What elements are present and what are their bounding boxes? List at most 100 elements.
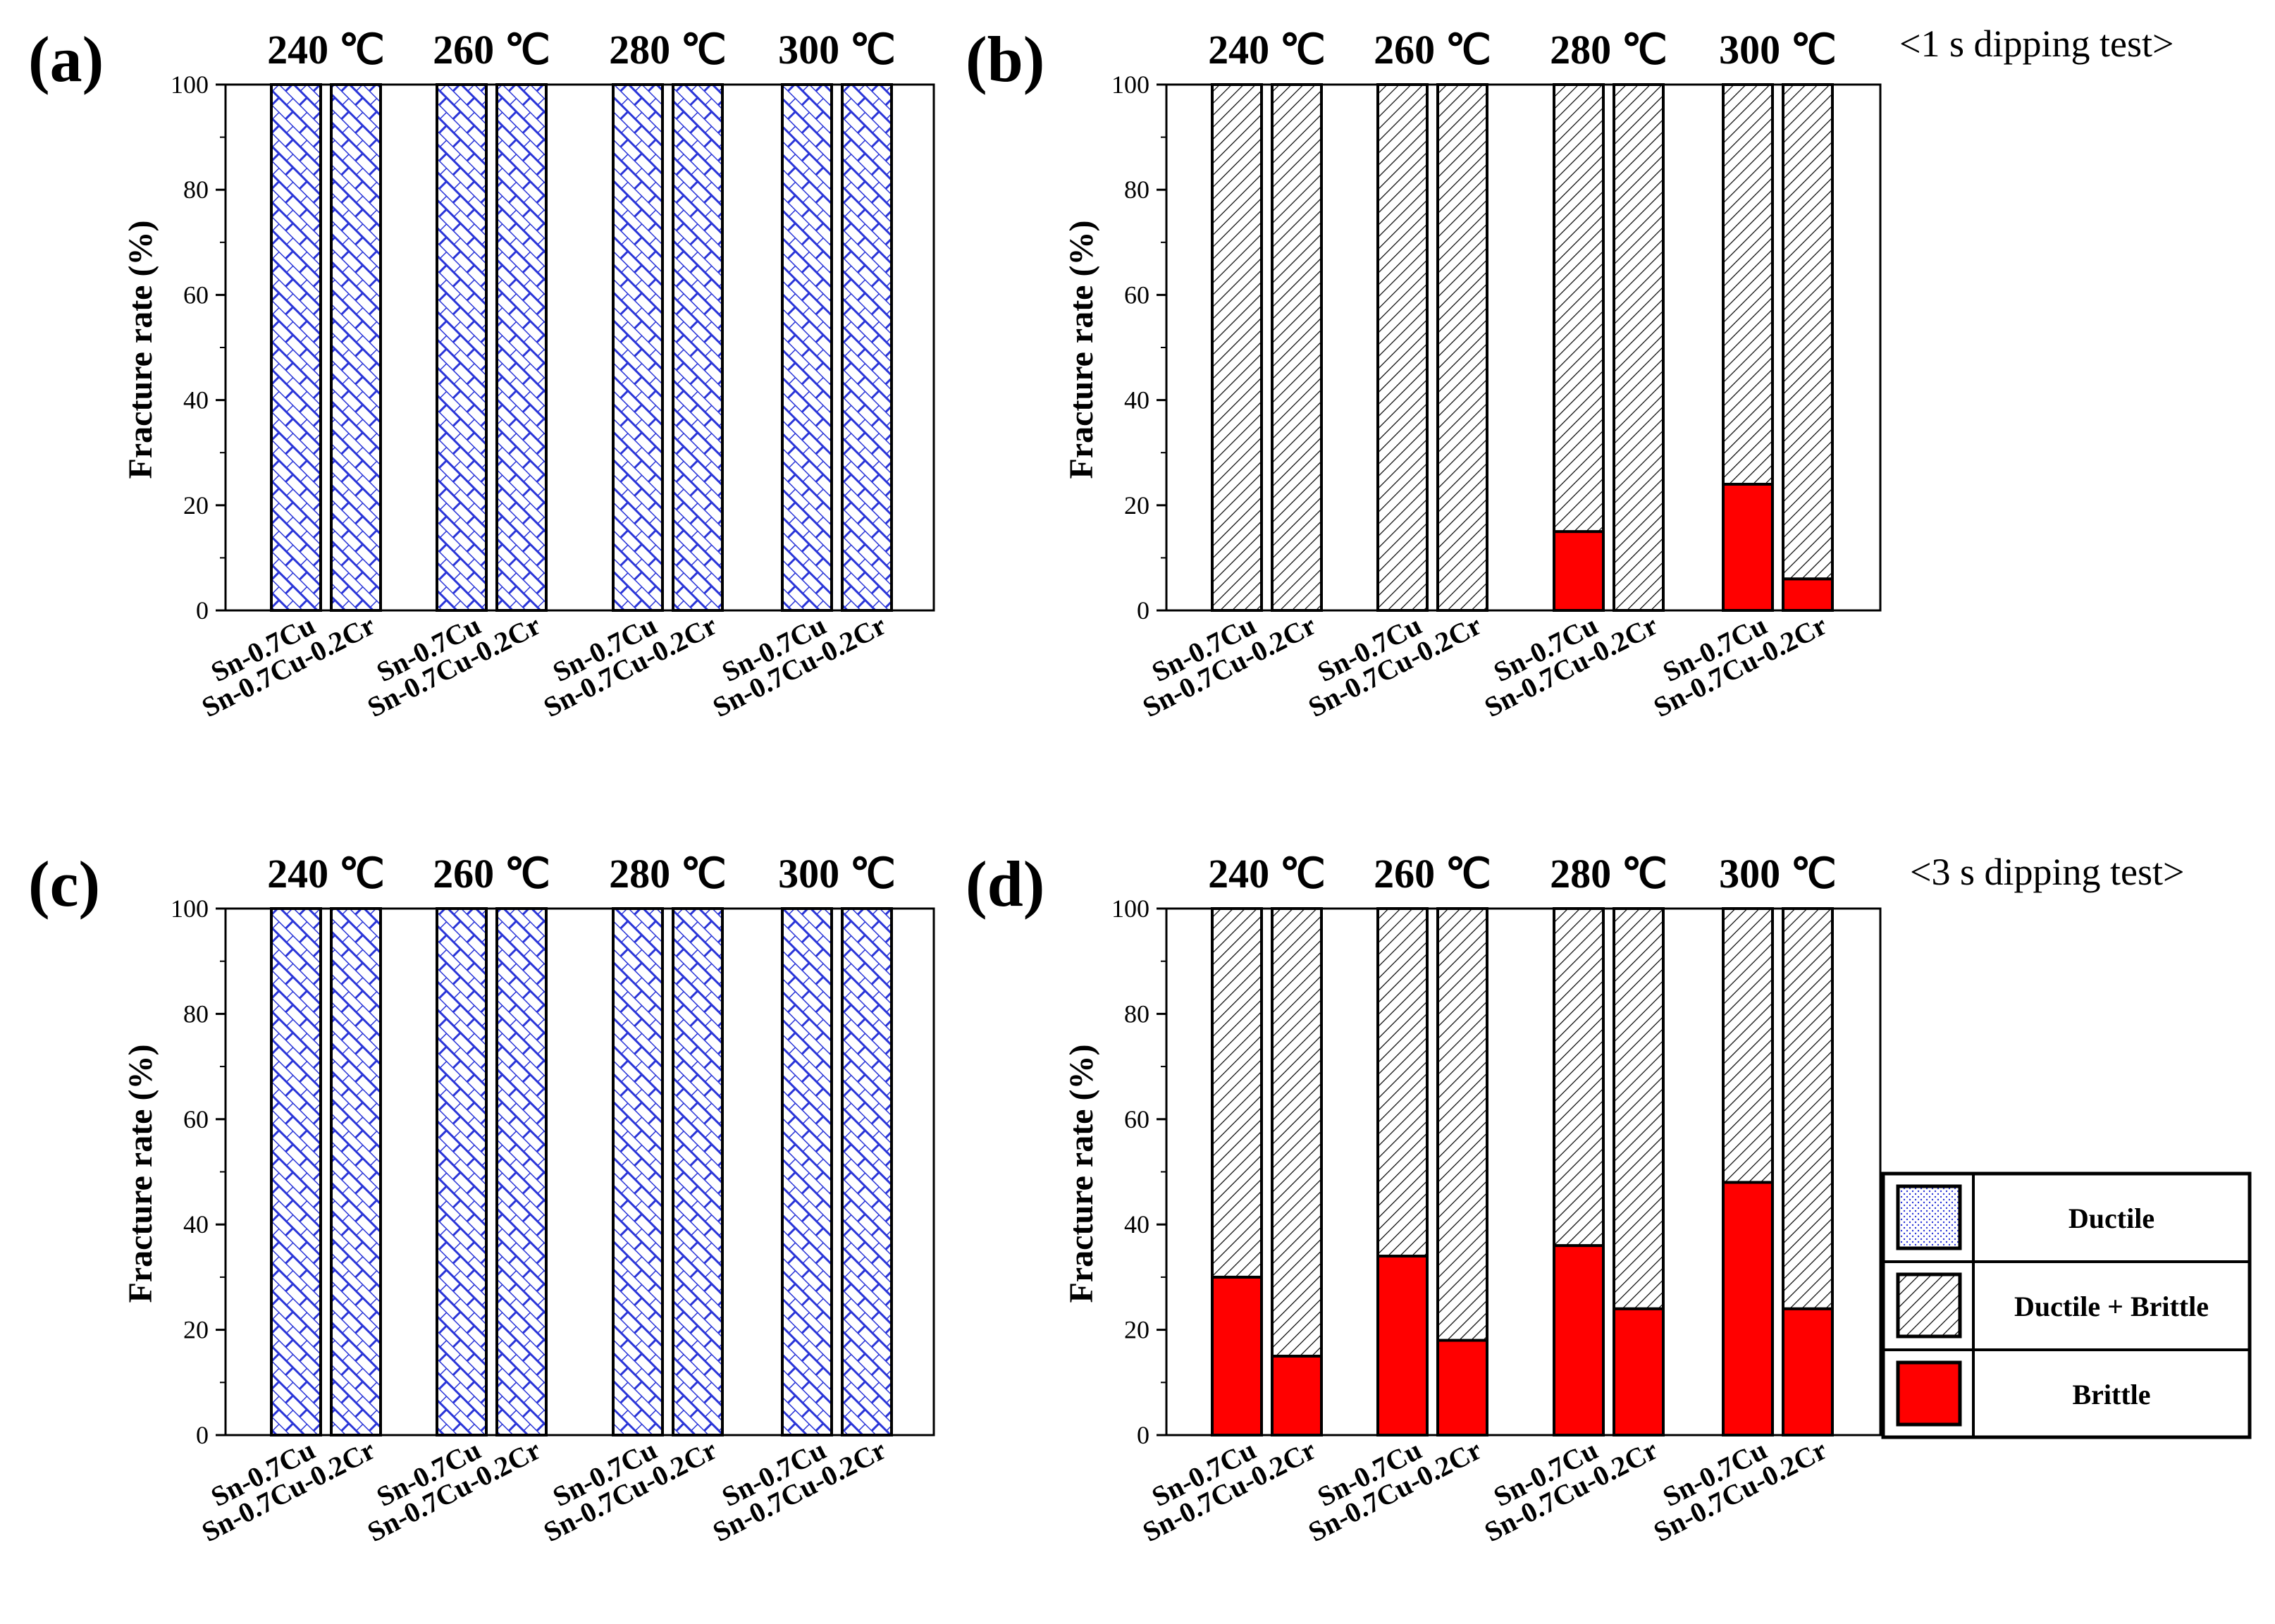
bar-a-ductile-3-1	[841, 83, 893, 612]
y-axis-title-c: Fracture rate (%)	[122, 1045, 159, 1303]
temperature-label-d-1: 260 ℃	[1374, 851, 1491, 897]
y-tick-label-d-0: 0	[1137, 1421, 1149, 1449]
bar-c-ductile-3-0	[781, 907, 833, 1437]
panel-b: (b) Fracture rate (%) <1 s dipping test>…	[966, 23, 2174, 723]
temperature-label-b-1: 260 ℃	[1374, 27, 1491, 73]
y-tick-label-d-80: 80	[1124, 999, 1149, 1028]
temperature-label-a-0: 240 ℃	[267, 27, 385, 73]
bar-d-ductile-brittle-1-0	[1376, 907, 1429, 1258]
temperature-label-a-1: 260 ℃	[433, 27, 550, 73]
bar-b-ductile-brittle-3-0	[1722, 83, 1774, 486]
panel-d: (d) Fracture rate (%) <3 s dipping test>…	[966, 848, 2184, 1548]
y-tick-label-c-40: 40	[183, 1210, 209, 1238]
bar-d-ductile-brittle-2-1	[1613, 907, 1665, 1310]
bar-c-ductile-2-0	[612, 907, 664, 1437]
y-tick-label-a-80: 80	[183, 176, 209, 204]
bar-d-brittle-3-0	[1722, 1181, 1774, 1437]
y-tick-label-b-40: 40	[1124, 386, 1149, 414]
bar-d-ductile-brittle-3-1	[1782, 907, 1834, 1310]
bar-b-brittle-3-0	[1722, 482, 1774, 613]
bar-c-ductile-3-1	[841, 907, 893, 1437]
bar-d-brittle-0-0	[1211, 1275, 1263, 1437]
temperature-label-d-2: 280 ℃	[1550, 851, 1667, 897]
bar-d-ductile-brittle-0-0	[1211, 907, 1263, 1279]
bar-b-ductile-brittle-3-1	[1782, 83, 1834, 581]
y-tick-label-d-40: 40	[1124, 1210, 1149, 1238]
temperature-label-c-2: 280 ℃	[609, 851, 727, 897]
bar-a-ductile-0-0	[270, 83, 322, 612]
bar-d-brittle-2-0	[1553, 1244, 1605, 1437]
bar-c-ductile-0-0	[270, 907, 322, 1437]
bar-b-ductile-brittle-0-0	[1211, 83, 1263, 612]
note-1s-dipping: <1 s dipping test>	[1899, 23, 2174, 65]
bar-c-ductile-2-1	[672, 907, 724, 1437]
bar-b-ductile-brittle-0-1	[1271, 83, 1323, 612]
bar-d-brittle-3-1	[1782, 1307, 1834, 1437]
panel-c: (c) Fracture rate (%) 020406080100Sn-0.7…	[28, 848, 935, 1548]
y-tick-label-a-60: 60	[183, 281, 209, 309]
y-tick-label-a-100: 100	[171, 70, 209, 99]
bar-a-ductile-0-1	[330, 83, 382, 612]
temperature-label-b-2: 280 ℃	[1550, 27, 1667, 73]
temperature-label-c-0: 240 ℃	[267, 851, 385, 897]
bar-d-brittle-1-0	[1376, 1255, 1429, 1437]
y-tick-label-c-20: 20	[183, 1316, 209, 1344]
bar-b-ductile-brittle-2-0	[1553, 83, 1605, 534]
bar-d-brittle-2-1	[1613, 1307, 1665, 1437]
note-3s-dipping: <3 s dipping test>	[1910, 851, 2184, 893]
y-axis-title-b: Fracture rate (%)	[1063, 221, 1100, 479]
panel-a: (a) Fracture rate (%) 020406080100Sn-0.7…	[28, 23, 935, 723]
temperature-label-c-1: 260 ℃	[433, 851, 550, 897]
temperature-label-d-0: 240 ℃	[1208, 851, 1326, 897]
bar-a-ductile-1-1	[495, 83, 548, 612]
bar-b-brittle-2-0	[1553, 530, 1605, 612]
bar-a-ductile-2-0	[612, 83, 664, 612]
y-tick-label-a-0: 0	[196, 596, 209, 625]
y-tick-label-d-60: 60	[1124, 1105, 1149, 1133]
y-tick-label-c-80: 80	[183, 999, 209, 1028]
temperature-label-a-2: 280 ℃	[609, 27, 727, 73]
y-tick-label-d-20: 20	[1124, 1316, 1149, 1344]
y-tick-label-a-20: 20	[183, 491, 209, 519]
temperature-label-d-3: 300 ℃	[1719, 851, 1837, 897]
y-axis-title-d: Fracture rate (%)	[1063, 1045, 1100, 1303]
y-tick-label-c-100: 100	[171, 894, 209, 923]
legend-label-ductile: Ductile	[2069, 1202, 2154, 1234]
legend-swatch-ductile-brittle	[1896, 1272, 1962, 1339]
y-tick-label-d-100: 100	[1111, 894, 1149, 923]
panel-letter-b: (b)	[966, 23, 1044, 95]
bar-d-ductile-brittle-0-1	[1271, 907, 1323, 1358]
y-tick-label-c-0: 0	[196, 1421, 209, 1449]
bar-a-ductile-1-0	[436, 83, 488, 612]
temperature-label-a-3: 300 ℃	[778, 27, 896, 73]
bar-c-ductile-0-1	[330, 907, 382, 1437]
bar-d-brittle-0-1	[1271, 1354, 1323, 1437]
bar-b-brittle-3-1	[1782, 577, 1834, 612]
legend: Ductile Ductile + Brittle Brittle	[1881, 1171, 2252, 1439]
temperature-label-b-3: 300 ℃	[1719, 27, 1837, 73]
legend-swatch-ductile	[1896, 1184, 1962, 1250]
bar-c-ductile-1-1	[495, 907, 548, 1437]
legend-label-ductile-brittle: Ductile + Brittle	[2014, 1291, 2209, 1322]
y-tick-label-b-60: 60	[1124, 281, 1149, 309]
y-tick-label-b-80: 80	[1124, 176, 1149, 204]
legend-swatch-brittle	[1896, 1360, 1962, 1427]
y-tick-label-c-60: 60	[183, 1105, 209, 1133]
legend-label-brittle: Brittle	[2072, 1379, 2150, 1410]
y-tick-label-b-20: 20	[1124, 491, 1149, 519]
bar-b-ductile-brittle-1-0	[1376, 83, 1429, 612]
bar-b-ductile-brittle-2-1	[1613, 83, 1665, 612]
bar-a-ductile-2-1	[672, 83, 724, 612]
bar-d-brittle-1-1	[1436, 1339, 1488, 1437]
bar-d-ductile-brittle-2-0	[1553, 907, 1605, 1248]
bar-c-ductile-1-0	[436, 907, 488, 1437]
panel-letter-c: (c)	[28, 848, 100, 920]
temperature-label-c-3: 300 ℃	[778, 851, 896, 897]
temperature-label-b-0: 240 ℃	[1208, 27, 1326, 73]
bar-d-ductile-brittle-3-0	[1722, 907, 1774, 1184]
panel-letter-d: (d)	[966, 848, 1044, 920]
panel-letter-a: (a)	[28, 23, 104, 95]
bar-d-ductile-brittle-1-1	[1436, 907, 1488, 1342]
y-tick-label-b-100: 100	[1111, 70, 1149, 99]
